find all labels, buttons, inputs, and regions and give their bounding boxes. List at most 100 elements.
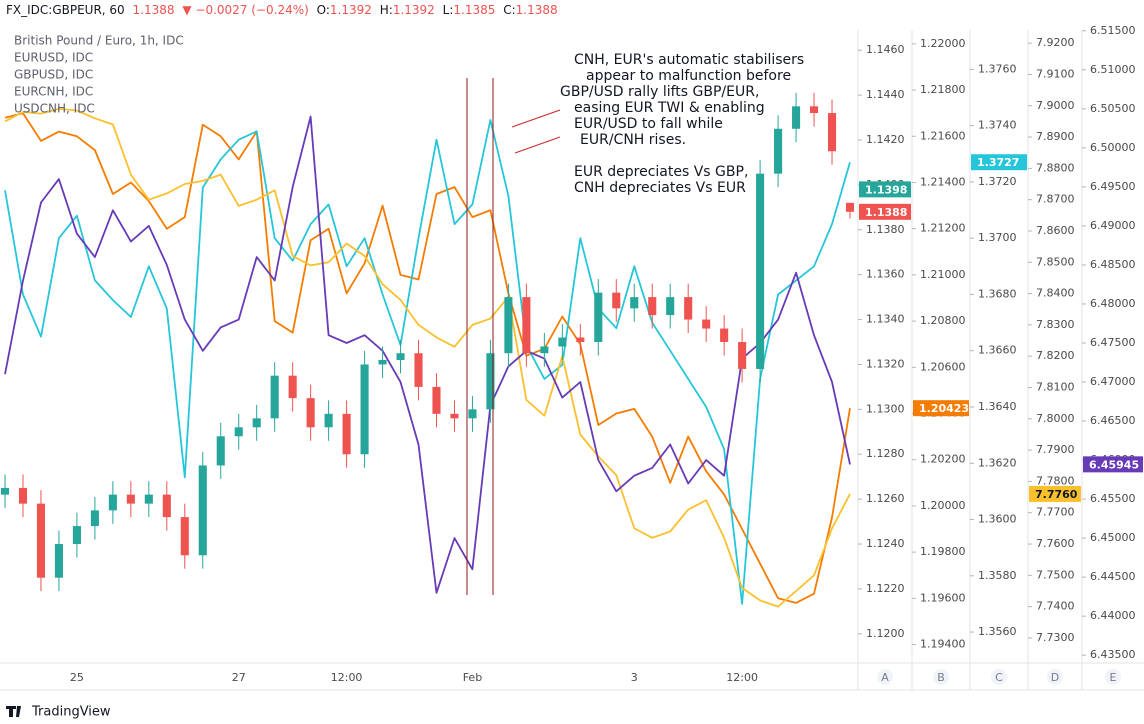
y-tick-label: 6.43500 bbox=[1090, 648, 1136, 661]
series-line bbox=[4, 115, 851, 594]
candle-body bbox=[288, 375, 297, 399]
y-tick-label: 7.8600 bbox=[1036, 224, 1075, 237]
candle-body bbox=[468, 409, 477, 419]
candle-body bbox=[450, 413, 459, 419]
y-tick-label: 1.3740 bbox=[978, 119, 1017, 132]
y-tick-label: 1.20800 bbox=[920, 314, 966, 327]
candle-body bbox=[522, 297, 531, 354]
y-tick-label: 6.44000 bbox=[1090, 609, 1136, 622]
price-marker bbox=[859, 181, 911, 198]
candle-body bbox=[702, 319, 711, 329]
arrow bbox=[514, 136, 561, 154]
price-marker bbox=[913, 400, 969, 417]
y-tick-label: 7.8300 bbox=[1036, 318, 1075, 331]
candle-body bbox=[414, 353, 423, 387]
price-marker-label: 6.45945 bbox=[1089, 458, 1139, 471]
brand: TradingView bbox=[31, 705, 111, 720]
change: ▼ −0.0027 (−0.24%) bbox=[182, 3, 308, 17]
axis-name: D bbox=[1051, 671, 1059, 684]
candle-body bbox=[792, 106, 801, 129]
price-marker-label: 1.20423 bbox=[919, 402, 969, 415]
price-marker bbox=[1083, 456, 1143, 473]
x-tick-label: 12:00 bbox=[331, 671, 363, 684]
y-tick-label: 1.1340 bbox=[866, 313, 905, 326]
candle-body bbox=[252, 418, 261, 428]
series-line bbox=[4, 119, 851, 605]
axis-name: B bbox=[937, 671, 945, 684]
y-tick-label: 1.1240 bbox=[866, 537, 905, 550]
candle-body bbox=[54, 544, 63, 578]
y-tick-label: 1.21200 bbox=[920, 222, 966, 235]
note-line: easing EUR TWI & enabling bbox=[574, 100, 765, 116]
y-tick-label: 1.3660 bbox=[978, 344, 1017, 357]
legend-main: British Pound / Euro, 1h, IDC bbox=[14, 34, 184, 48]
y-tick-label: 1.3760 bbox=[978, 62, 1017, 75]
note-line: CNH, EUR's automatic stabilisers bbox=[574, 52, 804, 68]
axis-badge bbox=[991, 669, 1007, 685]
y-tick-label: 7.9200 bbox=[1036, 36, 1075, 49]
note-line: CNH depreciates Vs EUR bbox=[574, 180, 746, 196]
legend-entry: EURUSD, IDC bbox=[14, 51, 93, 65]
y-tick-label: 1.3700 bbox=[978, 231, 1017, 244]
logo bbox=[6, 706, 21, 717]
y-tick-label: 7.8500 bbox=[1036, 255, 1075, 268]
candle-body bbox=[144, 494, 153, 504]
candle-body bbox=[684, 297, 693, 320]
note-line: EUR/CNH rises. bbox=[580, 132, 686, 148]
y-tick-label: 7.9000 bbox=[1036, 99, 1075, 112]
y-tick-label: 7.7700 bbox=[1036, 506, 1075, 519]
y-tick-label: 1.1460 bbox=[866, 43, 905, 56]
annotation: CNH, EUR's automatic stabilisers appear … bbox=[560, 52, 804, 196]
ohlc-value: 1.1385 bbox=[453, 3, 495, 17]
y-tick-label: 1.19800 bbox=[920, 545, 966, 558]
y-tick-label: 1.1220 bbox=[866, 582, 905, 595]
candle-body bbox=[809, 106, 819, 114]
y-tick-label: 1.1280 bbox=[866, 447, 905, 460]
last-price: 1.1388 bbox=[133, 3, 175, 17]
y-tick-label: 6.50000 bbox=[1090, 141, 1136, 154]
x-tick-label: Feb bbox=[463, 671, 482, 684]
axis-name: E bbox=[1110, 671, 1117, 684]
candle-body bbox=[774, 128, 783, 174]
ohlc-label: C: bbox=[503, 3, 515, 17]
ohlc-value: 1.1392 bbox=[330, 3, 372, 17]
y-tick-label: 1.1300 bbox=[866, 402, 905, 415]
candle-body bbox=[738, 342, 747, 369]
y-tick-label: 7.7800 bbox=[1036, 474, 1075, 487]
x-tick-label: 12:00 bbox=[726, 671, 758, 684]
price-marker-label: 1.1388 bbox=[865, 206, 907, 219]
y-tick-label: 1.1420 bbox=[866, 133, 905, 146]
x-tick-label: 27 bbox=[232, 671, 246, 684]
candle-body bbox=[396, 353, 405, 360]
y-tick-label: 1.19600 bbox=[920, 591, 966, 604]
candle-body bbox=[216, 436, 225, 466]
note-line: GBP/USD rally lifts GBP/EUR, bbox=[560, 84, 759, 100]
series-line bbox=[4, 112, 851, 604]
candle-body bbox=[72, 526, 81, 545]
y-tick-label: 7.7400 bbox=[1036, 600, 1075, 613]
candle-body bbox=[108, 494, 117, 511]
ohlc-value: 1.1388 bbox=[516, 3, 558, 17]
price-marker-label: 7.7760 bbox=[1035, 488, 1078, 501]
y-tick-label: 6.46500 bbox=[1090, 414, 1136, 427]
candle-body bbox=[558, 337, 567, 347]
footer: TradingView bbox=[6, 705, 111, 720]
y-tick-label: 1.21000 bbox=[920, 268, 966, 281]
legend-entry: GBPUSD, IDC bbox=[14, 68, 93, 82]
candle-body bbox=[630, 297, 639, 309]
y-tick-label: 1.20000 bbox=[920, 499, 966, 512]
y-tick-label: 7.8200 bbox=[1036, 349, 1075, 362]
candle-body bbox=[198, 465, 207, 556]
candle-body bbox=[36, 503, 46, 578]
y-tick-label: 6.48500 bbox=[1090, 258, 1136, 271]
axis-name: C bbox=[995, 671, 1003, 684]
candle-body bbox=[486, 353, 495, 410]
candle-body bbox=[756, 173, 765, 369]
y-tick-label: 1.1380 bbox=[866, 223, 905, 236]
arrow bbox=[511, 109, 561, 128]
event-lines bbox=[466, 78, 561, 595]
legend-entry: EURCNH, IDC bbox=[14, 85, 93, 99]
note-line: appear to malfunction before bbox=[586, 68, 791, 84]
candle-body bbox=[180, 517, 189, 556]
